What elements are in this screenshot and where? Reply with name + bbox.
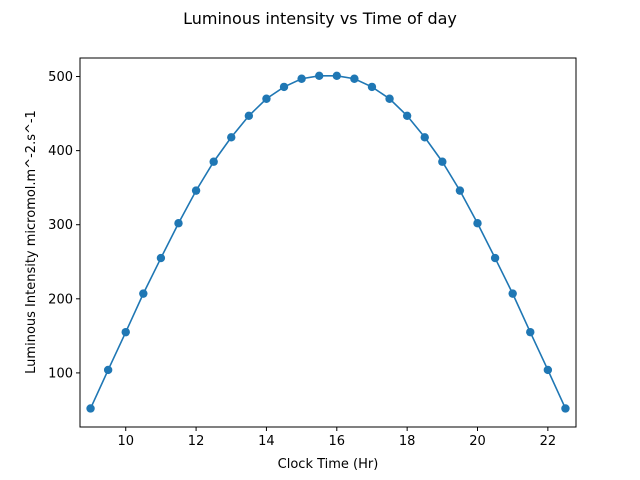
y-axis: 100 200 300 400 500	[48, 70, 80, 381]
data-point	[455, 186, 465, 195]
data-point	[315, 71, 324, 80]
data-point	[490, 253, 500, 263]
data-point	[86, 404, 95, 413]
data-point	[297, 74, 306, 83]
data-point	[508, 289, 517, 298]
y-axis-label: Luminous Intensity micromol.m^-2.s^-1	[24, 110, 39, 374]
data-point	[332, 71, 341, 80]
data-point	[227, 133, 236, 142]
data-point	[191, 186, 201, 195]
data-point	[350, 74, 359, 83]
y-tick-label: 200	[48, 292, 73, 307]
data-point	[209, 157, 218, 166]
data-point	[473, 219, 482, 228]
data-point	[526, 327, 535, 337]
data-point	[139, 289, 148, 298]
y-tick-label: 300	[48, 218, 73, 233]
x-tick-label: 14	[258, 434, 275, 449]
x-tick-label: 22	[540, 434, 557, 449]
plot-area	[79, 57, 577, 428]
x-tick-label: 16	[329, 434, 346, 449]
data-point	[385, 94, 394, 103]
data-point	[561, 404, 570, 413]
data-point	[262, 94, 271, 103]
data-point	[367, 82, 377, 92]
data-series	[86, 71, 570, 413]
x-tick-label: 12	[188, 434, 205, 449]
y-tick-label: 100	[48, 366, 73, 381]
x-tick-label: 10	[117, 434, 134, 449]
data-point	[543, 365, 553, 375]
x-axis: 10 12 14 16 18 20 22	[117, 427, 556, 449]
data-point	[402, 111, 412, 120]
y-tick-label: 400	[48, 144, 73, 159]
data-point	[438, 157, 447, 166]
data-point	[244, 111, 254, 120]
data-point	[279, 82, 289, 92]
x-tick-label: 20	[469, 434, 486, 449]
y-tick-label: 500	[48, 70, 73, 85]
data-point	[174, 219, 183, 228]
x-axis-label: Clock Time (Hr)	[278, 457, 379, 472]
data-point	[103, 365, 113, 375]
series-line	[89, 74, 567, 409]
data-point	[156, 253, 166, 263]
chart-title: Luminous intensity vs Time of day	[183, 9, 457, 28]
data-point	[420, 133, 429, 142]
x-tick-label: 18	[399, 434, 416, 449]
data-point	[121, 327, 130, 337]
